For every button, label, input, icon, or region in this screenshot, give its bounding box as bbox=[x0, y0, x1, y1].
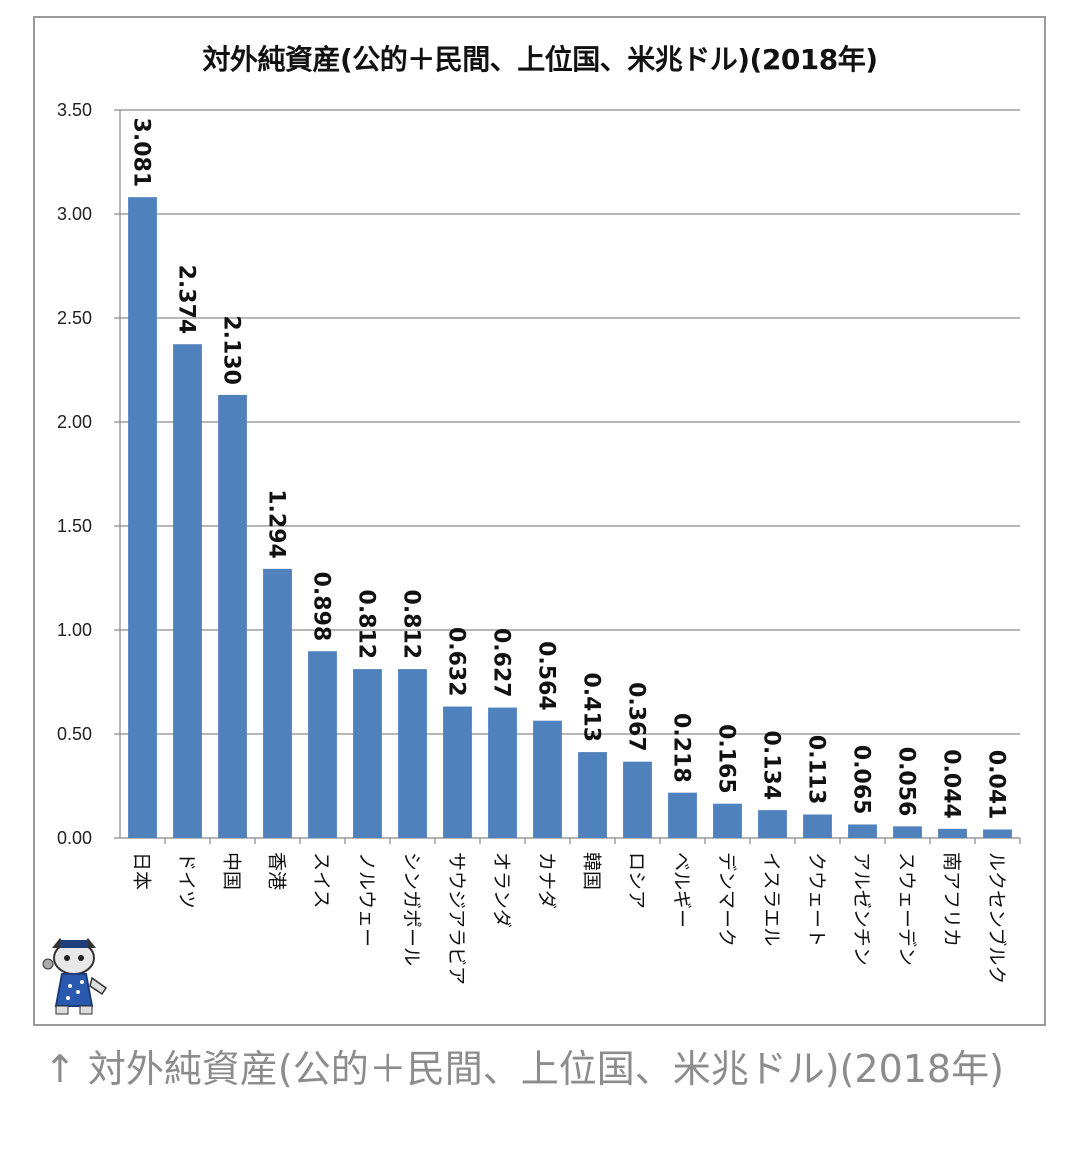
bar bbox=[893, 826, 922, 838]
data-label: 0.367 bbox=[624, 682, 649, 752]
data-label: 0.812 bbox=[354, 590, 379, 660]
data-label: 2.130 bbox=[219, 315, 244, 385]
x-tick-label: スウェーデン bbox=[896, 852, 918, 966]
bar bbox=[128, 197, 157, 839]
bar bbox=[668, 792, 697, 838]
x-tick-label: 香港 bbox=[266, 852, 288, 890]
bar bbox=[398, 669, 427, 838]
data-label: 0.218 bbox=[669, 713, 694, 783]
data-label: 0.044 bbox=[939, 749, 964, 819]
x-tick-label: スイス bbox=[311, 852, 333, 908]
figure-caption: ↑ 対外純資産(公的＋民間、上位国、米兆ドル)(2018年) bbox=[44, 1047, 1004, 1091]
y-tick-label: 1.50 bbox=[57, 516, 92, 536]
bar bbox=[713, 803, 742, 838]
x-tick-label: ロシア bbox=[626, 852, 648, 909]
y-tick-label: 3.00 bbox=[57, 204, 92, 224]
bar bbox=[533, 720, 562, 838]
x-tick-label: カナダ bbox=[536, 852, 558, 909]
data-label: 1.294 bbox=[264, 489, 289, 559]
x-tick-label: ルクセンブルク bbox=[986, 852, 1009, 984]
bar bbox=[443, 706, 472, 838]
data-label: 0.898 bbox=[309, 572, 334, 642]
y-tick-label: 3.50 bbox=[57, 100, 92, 120]
data-label: 0.627 bbox=[489, 628, 514, 698]
data-label: 0.564 bbox=[534, 641, 559, 711]
bar bbox=[263, 568, 292, 838]
bar bbox=[938, 828, 967, 838]
x-tick-label: サウジアラビア bbox=[446, 852, 468, 985]
x-tick-label: デンマーク bbox=[716, 852, 738, 947]
bar bbox=[983, 829, 1012, 838]
x-tick-label: アルゼンチン bbox=[851, 852, 873, 966]
bar bbox=[308, 651, 337, 838]
x-tick-label: クウェート bbox=[806, 852, 828, 947]
data-label: 0.165 bbox=[714, 724, 739, 794]
y-tick-label: 2.00 bbox=[57, 412, 92, 432]
y-tick-label: 0.00 bbox=[57, 828, 92, 848]
x-tick-label: 日本 bbox=[131, 852, 153, 890]
x-tick-label: 中国 bbox=[221, 852, 243, 890]
data-label: 0.056 bbox=[894, 747, 919, 817]
bar bbox=[488, 707, 517, 838]
bar bbox=[623, 761, 652, 838]
data-label: 0.632 bbox=[444, 627, 469, 697]
x-tick-label: ドイツ bbox=[176, 852, 198, 909]
x-tick-label: イスラエル bbox=[761, 852, 783, 946]
x-tick-label: 韓国 bbox=[581, 852, 603, 890]
bar-chart: 0.00 0.50 1.00 1.50 2.00 2.50 3.00 3.50 3.081 日本 2… bbox=[57, 100, 1021, 985]
data-label: 0.413 bbox=[579, 673, 604, 743]
x-tick-label: ベルギー bbox=[671, 852, 693, 928]
data-label: 2.374 bbox=[174, 265, 199, 335]
x-tick-label: オランダ bbox=[491, 852, 513, 928]
bar bbox=[353, 669, 382, 838]
bar bbox=[218, 394, 247, 838]
y-tick-label: 0.50 bbox=[57, 724, 92, 744]
x-tick-label: ノルウェー bbox=[356, 852, 378, 947]
data-label: 0.065 bbox=[849, 745, 874, 815]
bar bbox=[803, 814, 832, 838]
chart-title: 対外純資産(公的＋民間、上位国、米兆ドル)(2018年) bbox=[202, 43, 878, 76]
x-tick-label: シンガポール bbox=[401, 852, 423, 966]
y-tick-label: 2.50 bbox=[57, 308, 92, 328]
bar bbox=[758, 810, 787, 838]
y-tick-label: 1.00 bbox=[57, 620, 92, 640]
data-label: 0.113 bbox=[804, 735, 829, 805]
data-label: 0.041 bbox=[984, 750, 1009, 820]
x-tick-label: 南アフリカ bbox=[941, 852, 963, 947]
mascot-illustration bbox=[42, 938, 108, 1015]
data-label: 3.081 bbox=[129, 118, 154, 188]
data-label: 0.134 bbox=[759, 731, 784, 801]
bar bbox=[173, 344, 202, 838]
bar bbox=[848, 824, 877, 838]
data-label: 0.812 bbox=[399, 590, 424, 660]
bar bbox=[578, 752, 607, 838]
